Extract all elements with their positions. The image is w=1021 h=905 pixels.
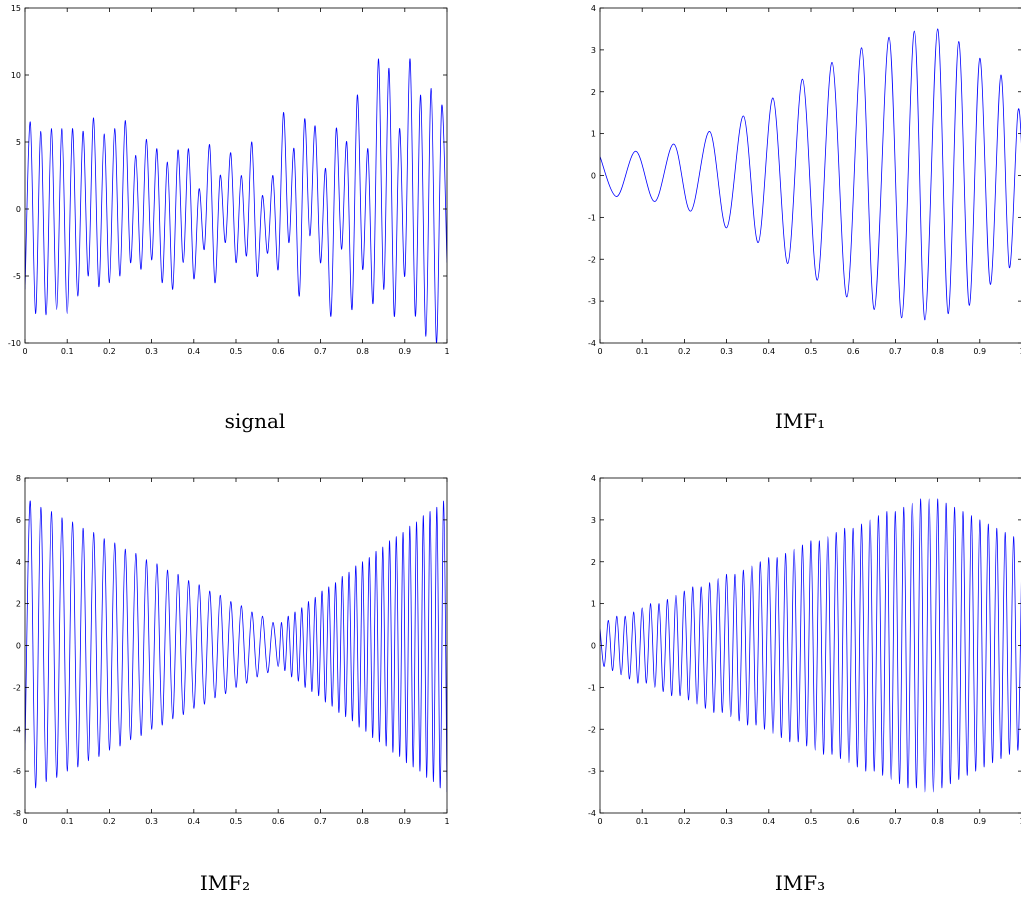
y-tick-label: 0 (16, 642, 21, 651)
x-tick-label: 1 (444, 817, 449, 826)
x-tick-label: 0.8 (356, 347, 369, 356)
x-tick-label: 0 (22, 817, 27, 826)
y-tick-label: -10 (8, 339, 21, 348)
axes-frame (24, 7, 448, 344)
x-tick-label: 0.9 (973, 817, 986, 826)
x-tick-label: 1 (1019, 817, 1021, 826)
y-tick-label: 0 (591, 642, 596, 651)
y-tick-label: 2 (591, 558, 596, 567)
x-tick-label: 0.9 (398, 817, 411, 826)
x-tick-label: 0.9 (398, 347, 411, 356)
y-tick-label: -4 (588, 339, 596, 348)
y-tick-label: -2 (588, 255, 596, 264)
x-tick-label: 0.1 (61, 817, 74, 826)
x-tick-label: 0.8 (356, 817, 369, 826)
data-line (600, 498, 1021, 793)
y-tick-label: -3 (588, 297, 596, 306)
x-tick-label: 0.5 (230, 817, 243, 826)
y-tick-label: -2 (588, 725, 596, 734)
caption: IMF₁ (775, 409, 825, 433)
x-tick-label: 0.8 (931, 817, 944, 826)
x-tick-label: 0.2 (678, 347, 691, 356)
y-tick-label: 10 (11, 71, 21, 80)
x-tick-label: 0.1 (636, 347, 649, 356)
x-tick-label: 0.4 (762, 347, 775, 356)
data-line (25, 500, 447, 793)
y-tick-label: -5 (13, 272, 21, 281)
x-tick-label: 0.4 (187, 817, 200, 826)
y-tick-label: -1 (588, 213, 596, 222)
subplot: 0 0.1 0.2 0.3 0.4 0.5 0.6 0.7 0.8 0.9 1 -4 -3 -2 -1 0 1 2… (588, 474, 1021, 895)
x-tick-label: 0.9 (973, 347, 986, 356)
plot-area (25, 58, 447, 343)
y-tick-label: 0 (591, 172, 596, 181)
plot-area (600, 498, 1021, 793)
caption: IMF₂ (200, 871, 250, 895)
subplot: 0 0.1 0.2 0.3 0.4 0.5 0.6 0.7 0.8 0.9 1 -4 -3 -2 -1 0 1 2… (588, 4, 1021, 433)
x-tick-label: 0 (22, 347, 27, 356)
y-tick-label: 4 (16, 558, 21, 567)
x-tick-label: 0.7 (314, 347, 327, 356)
y-tick-label: 2 (16, 600, 21, 609)
x-tick-label: 0.6 (847, 347, 860, 356)
x-tick-label: 0.4 (187, 347, 200, 356)
y-tick-label: 15 (11, 4, 21, 13)
y-tick-label: 8 (16, 474, 21, 483)
x-tick-label: 0.2 (678, 817, 691, 826)
axes-frame (24, 477, 448, 814)
y-tick-label: 4 (591, 4, 596, 13)
x-tick-label: 0.5 (230, 347, 243, 356)
y-tick-label: 3 (591, 46, 596, 55)
x-tick-label: 0.1 (61, 347, 74, 356)
y-tick-label: 5 (16, 138, 21, 147)
x-tick-label: 0.8 (931, 347, 944, 356)
x-tick-label: 0.6 (847, 817, 860, 826)
x-tick-label: 1 (444, 347, 449, 356)
x-tick-label: 0.3 (145, 817, 158, 826)
x-tick-label: 0.5 (805, 347, 818, 356)
x-tick-label: 0.7 (889, 347, 902, 356)
x-tick-label: 0.7 (314, 817, 327, 826)
y-tick-label: 1 (591, 600, 596, 609)
x-tick-label: 0.3 (145, 347, 158, 356)
x-tick-label: 0.7 (889, 817, 902, 826)
x-tick-label: 0.5 (805, 817, 818, 826)
plot-area (25, 500, 447, 793)
x-tick-label: 0.3 (720, 817, 733, 826)
x-tick-label: 1 (1019, 347, 1021, 356)
y-tick-label: 1 (591, 130, 596, 139)
data-line (25, 58, 447, 343)
x-tick-label: 0.6 (272, 817, 285, 826)
y-tick-label: -1 (588, 683, 596, 692)
y-tick-label: -3 (588, 767, 596, 776)
caption: IMF₃ (775, 871, 825, 895)
y-tick-label: -4 (588, 809, 596, 818)
y-tick-label: 0 (16, 205, 21, 214)
caption: signal (225, 409, 286, 433)
x-tick-label: 0.1 (636, 817, 649, 826)
y-tick-label: -8 (13, 809, 21, 818)
x-tick-label: 0 (597, 347, 602, 356)
subplot: 0 0.1 0.2 0.3 0.4 0.5 0.6 0.7 0.8 0.9 1 -10 -5 0 5 10 15… (8, 4, 450, 433)
x-tick-label: 0.3 (720, 347, 733, 356)
y-tick-label: 2 (591, 88, 596, 97)
y-tick-label: -2 (13, 683, 21, 692)
x-tick-label: 0.2 (103, 817, 116, 826)
y-tick-label: -4 (13, 725, 21, 734)
y-tick-label: 3 (591, 516, 596, 525)
y-tick-label: 6 (16, 516, 21, 525)
x-tick-label: 0 (597, 817, 602, 826)
subplot: 0 0.1 0.2 0.3 0.4 0.5 0.6 0.7 0.8 0.9 1 -8 -6 -4 -2 0 2 4… (13, 474, 450, 895)
x-tick-label: 0.6 (272, 347, 285, 356)
y-tick-label: 4 (591, 474, 596, 483)
plot-area (600, 28, 1021, 321)
axes-frame (599, 7, 1021, 344)
x-tick-label: 0.4 (762, 817, 775, 826)
x-tick-label: 0.2 (103, 347, 116, 356)
data-line (600, 28, 1021, 321)
y-tick-label: -6 (13, 767, 21, 776)
